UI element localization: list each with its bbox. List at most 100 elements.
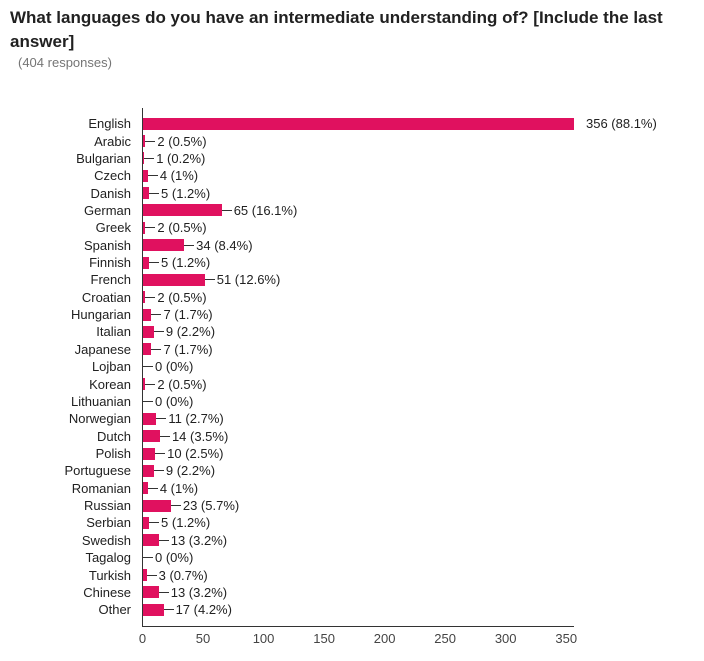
annotation-stem: [144, 157, 155, 159]
category-label: Chinese: [83, 584, 131, 600]
bar: [143, 291, 146, 304]
chart-row: Finnish 5 (1.2%): [0, 254, 704, 271]
category-label: Lithuanian: [71, 393, 131, 409]
value-annotation: 7 (1.7%): [163, 341, 213, 357]
bar: [143, 534, 159, 547]
page-title: What languages do you have an intermedia…: [10, 8, 663, 51]
value-annotation: 7 (1.7%): [163, 307, 213, 323]
annotation-stem: [159, 435, 170, 437]
bar: [143, 204, 222, 217]
annotation-stem: [221, 209, 232, 211]
annotation-stem: [149, 262, 160, 264]
bar: [143, 412, 157, 425]
response-count: (404 responses): [18, 55, 112, 70]
category-label: Hungarian: [71, 307, 131, 323]
annotation-stem: [145, 383, 156, 385]
chart-row: Czech 4 (1%): [0, 167, 704, 184]
category-label: Spanish: [84, 237, 131, 253]
chart-row: Danish 5 (1.2%): [0, 184, 704, 201]
value-annotation: 3 (0.7%): [158, 567, 208, 583]
annotation-stem: [184, 244, 195, 246]
chart-row: French 51 (12.6%): [0, 271, 704, 288]
bar: [143, 569, 147, 582]
bar: [143, 273, 205, 286]
x-axis-tick-label: 350: [555, 631, 578, 646]
chart-row: Lithuanian 0 (0%): [0, 393, 704, 410]
x-axis-tick-label: 50: [195, 631, 211, 646]
annotation-stem: [143, 400, 153, 402]
annotation-stem: [151, 314, 162, 316]
category-label: Greek: [95, 220, 131, 236]
chart-row: Turkish 3 (0.7%): [0, 566, 704, 583]
chart-row: Romanian 4 (1%): [0, 480, 704, 497]
value-annotation: 0 (0%): [155, 393, 194, 409]
value-annotation: 9 (2.2%): [165, 463, 216, 479]
annotation-stem: [163, 609, 174, 611]
category-label: Dutch: [97, 428, 131, 444]
chart-rows: English 356 (88.1%) Arabic 2 (0.5%) Bulgaria…: [0, 115, 704, 618]
bar: [143, 187, 150, 200]
x-axis-tick-label: 0: [138, 631, 147, 646]
bar: [143, 586, 159, 599]
bar: [143, 256, 150, 269]
category-label: Danish: [90, 185, 131, 201]
x-axis-tick-label: 100: [252, 631, 275, 646]
value-annotation: 356 (88.1%): [586, 116, 657, 132]
chart-row: Polish 10 (2.5%): [0, 445, 704, 462]
bar: [143, 447, 156, 460]
category-label: Bulgarian: [76, 150, 131, 166]
bar: [143, 221, 146, 234]
category-label: Russian: [84, 498, 131, 514]
annotation-stem: [170, 505, 181, 507]
value-annotation: 2 (0.5%): [157, 289, 207, 305]
chart-row: Norwegian 11 (2.7%): [0, 410, 704, 427]
category-label: Portuguese: [64, 463, 132, 479]
chart-row: Hungarian 7 (1.7%): [0, 306, 704, 323]
chart-row: Bulgarian 1 (0.2%): [0, 150, 704, 167]
x-axis-tick-label: 150: [313, 631, 335, 646]
category-label: Finnish: [89, 255, 131, 271]
chart-row: Russian 23 (5.7%): [0, 497, 704, 514]
category-label: Norwegian: [68, 411, 131, 427]
chart-row: Dutch 14 (3.5%): [0, 427, 704, 444]
category-label: Croatian: [81, 289, 131, 305]
bar: [143, 117, 574, 130]
annotation-stem: [143, 366, 153, 368]
chart-axes: [142, 108, 574, 627]
annotation-stem: [145, 140, 156, 142]
bar: [143, 325, 154, 338]
chart-row: Serbian 5 (1.2%): [0, 514, 704, 531]
value-annotation: 51 (12.6%): [216, 272, 281, 288]
category-label: Italian: [96, 324, 131, 340]
bar: [143, 464, 154, 477]
value-annotation: 9 (2.2%): [165, 324, 216, 340]
category-label: Japanese: [74, 341, 131, 357]
chart-row: Greek 2 (0.5%): [0, 219, 704, 236]
category-label: English: [88, 116, 131, 132]
value-annotation: 0 (0%): [155, 550, 194, 566]
category-label: Swedish: [81, 532, 131, 548]
chart-row: Korean 2 (0.5%): [0, 375, 704, 392]
annotation-stem: [151, 348, 162, 350]
chart-row: German 65 (16.1%): [0, 202, 704, 219]
value-annotation: 14 (3.5%): [171, 428, 229, 444]
value-annotation: 10 (2.5%): [167, 446, 224, 461]
value-annotation: 13 (3.2%): [170, 532, 228, 548]
value-annotation: 4 (1%): [159, 168, 199, 184]
chart-row: Portuguese 9 (2.2%): [0, 462, 704, 479]
category-label: Serbian: [86, 515, 131, 531]
chart-row: Croatian 2 (0.5%): [0, 289, 704, 306]
value-annotation: 23 (5.7%): [182, 498, 240, 514]
bar: [143, 603, 164, 616]
bar: [143, 135, 146, 148]
category-label: French: [90, 272, 131, 288]
chart-row: Other 17 (4.2%): [0, 601, 704, 618]
value-annotation: 13 (3.2%): [170, 584, 228, 600]
category-label: Korean: [89, 376, 131, 392]
category-label: Tagalog: [85, 550, 131, 566]
bar: [143, 308, 152, 321]
value-annotation: 4 (1%): [159, 480, 199, 496]
annotation-stem: [147, 487, 158, 489]
chart-row: Tagalog 0 (0%): [0, 549, 704, 566]
value-annotation: 5 (1.2%): [161, 185, 211, 201]
